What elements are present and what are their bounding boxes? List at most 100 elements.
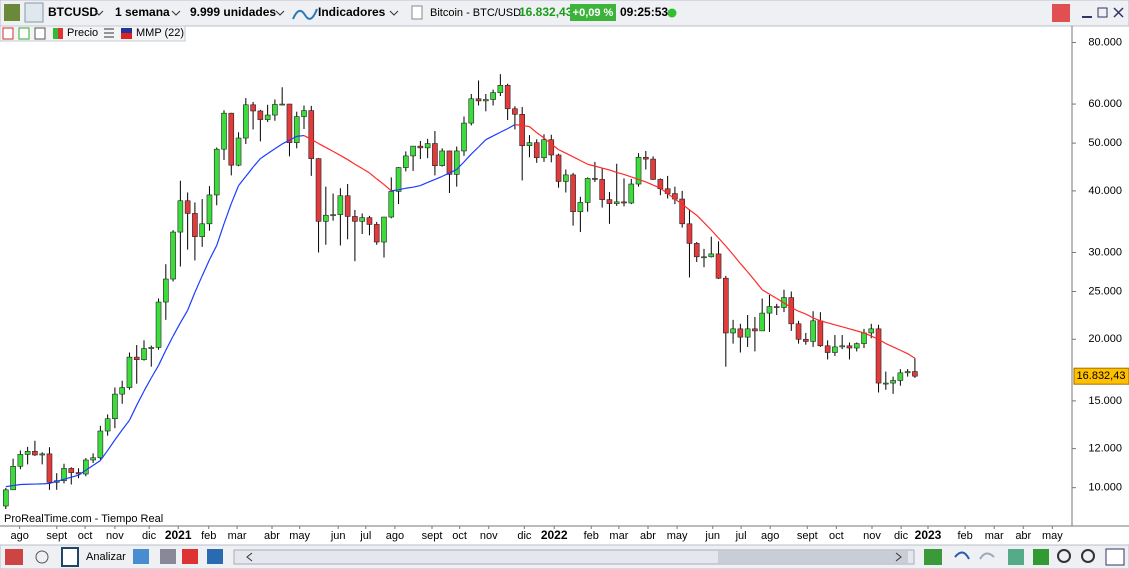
zoom-in[interactable] — [1081, 549, 1095, 563]
candle-body — [810, 320, 816, 342]
candle-body — [417, 145, 424, 149]
moving-average — [652, 184, 661, 189]
x-tick-label: mar — [228, 530, 247, 542]
maximize[interactable] — [1097, 7, 1108, 18]
moving-average — [907, 353, 916, 359]
symbol[interactable]: BTCUSD — [48, 5, 98, 19]
moving-average — [361, 168, 370, 174]
legend-price[interactable]: Precio — [67, 27, 98, 39]
candle-body — [39, 453, 45, 456]
tool-icon[interactable] — [207, 549, 223, 564]
moving-average — [587, 163, 596, 167]
close[interactable] — [1113, 7, 1124, 18]
moving-average — [85, 464, 94, 471]
candle-body — [635, 156, 642, 185]
candle-body — [606, 199, 613, 204]
moving-average — [332, 150, 341, 156]
moving-average — [602, 167, 610, 171]
candle-body — [243, 104, 249, 139]
moving-average — [434, 175, 443, 180]
candle-body — [148, 347, 155, 349]
share-icon[interactable] — [35, 550, 49, 564]
x-tick-label: 2021 — [165, 528, 192, 542]
candle-body — [490, 92, 496, 100]
menu-button[interactable] — [24, 2, 44, 23]
candle-body — [337, 195, 344, 215]
candle-body — [897, 372, 904, 381]
candle-body — [424, 143, 431, 149]
moving-average — [645, 181, 654, 186]
scroll-thumb[interactable] — [718, 551, 908, 563]
candle-body — [432, 143, 438, 166]
moving-average — [827, 322, 836, 326]
x-tick-label: oct — [78, 530, 93, 542]
candle-body — [628, 183, 635, 204]
change-badge — [570, 4, 616, 21]
window-icon[interactable] — [34, 27, 46, 40]
analyze-icon[interactable] — [61, 547, 79, 567]
candle-body — [650, 158, 656, 180]
candle-body — [68, 468, 75, 473]
candle-body — [737, 328, 744, 338]
indicators[interactable]: Indicadores — [318, 5, 386, 19]
moving-average — [856, 330, 865, 334]
candle-body — [170, 231, 176, 280]
scroll-arrows[interactable] — [246, 552, 902, 562]
moving-average — [310, 138, 319, 145]
x-tick-label: oct — [452, 530, 467, 542]
moving-average — [252, 158, 261, 168]
tool-icon[interactable] — [182, 549, 198, 564]
moving-average — [565, 152, 574, 158]
zoom-out[interactable] — [1057, 549, 1071, 563]
moving-average — [522, 124, 530, 128]
indicator-icon — [292, 8, 318, 20]
redo[interactable] — [979, 552, 995, 560]
tool-icon[interactable] — [160, 549, 176, 564]
moving-average — [405, 186, 414, 189]
moving-average — [13, 483, 21, 487]
candle-body — [548, 139, 555, 156]
analyze[interactable]: Analizar — [86, 551, 126, 563]
moving-average — [303, 135, 312, 140]
units[interactable]: 9.999 unidades — [190, 5, 276, 19]
moving-average — [165, 335, 174, 351]
candle-body — [504, 84, 511, 110]
candle-body — [155, 301, 162, 348]
candle-body — [483, 99, 489, 102]
tool-icon[interactable] — [5, 549, 23, 565]
down-icon[interactable] — [2, 27, 14, 40]
candle-body — [468, 98, 475, 124]
candle-body — [563, 174, 569, 182]
app-icon[interactable] — [4, 4, 20, 21]
candle-body — [599, 179, 605, 200]
up-icon[interactable] — [18, 27, 30, 40]
candle-body — [323, 214, 329, 222]
moving-average — [783, 302, 792, 309]
moving-average — [208, 245, 218, 261]
undo[interactable] — [954, 551, 970, 560]
tool-icon[interactable] — [924, 549, 942, 565]
moving-average — [667, 193, 676, 200]
tool-icon[interactable] — [1052, 4, 1070, 22]
candle-body — [475, 98, 482, 102]
tool-icon[interactable] — [1033, 549, 1049, 565]
period[interactable]: 1 semana — [115, 5, 170, 19]
candle-body — [752, 328, 758, 332]
candle-body — [846, 345, 853, 349]
candle-body — [570, 174, 576, 212]
x-tick-label: nov — [106, 530, 124, 542]
status-dot — [667, 8, 677, 18]
toolbar — [0, 0, 1129, 27]
candle-body — [708, 253, 715, 258]
candle-body — [715, 253, 722, 279]
moving-average — [5, 484, 14, 488]
candle-body — [381, 216, 387, 243]
candle-body — [744, 328, 751, 338]
candle-body — [119, 387, 125, 395]
tool-icon[interactable] — [1105, 548, 1125, 566]
candle-body — [279, 103, 285, 106]
list-icon[interactable] — [104, 28, 114, 38]
legend-ma[interactable]: MMP (22) — [136, 27, 184, 39]
tool-icon[interactable] — [133, 549, 149, 564]
tool-icon[interactable] — [1008, 549, 1024, 565]
